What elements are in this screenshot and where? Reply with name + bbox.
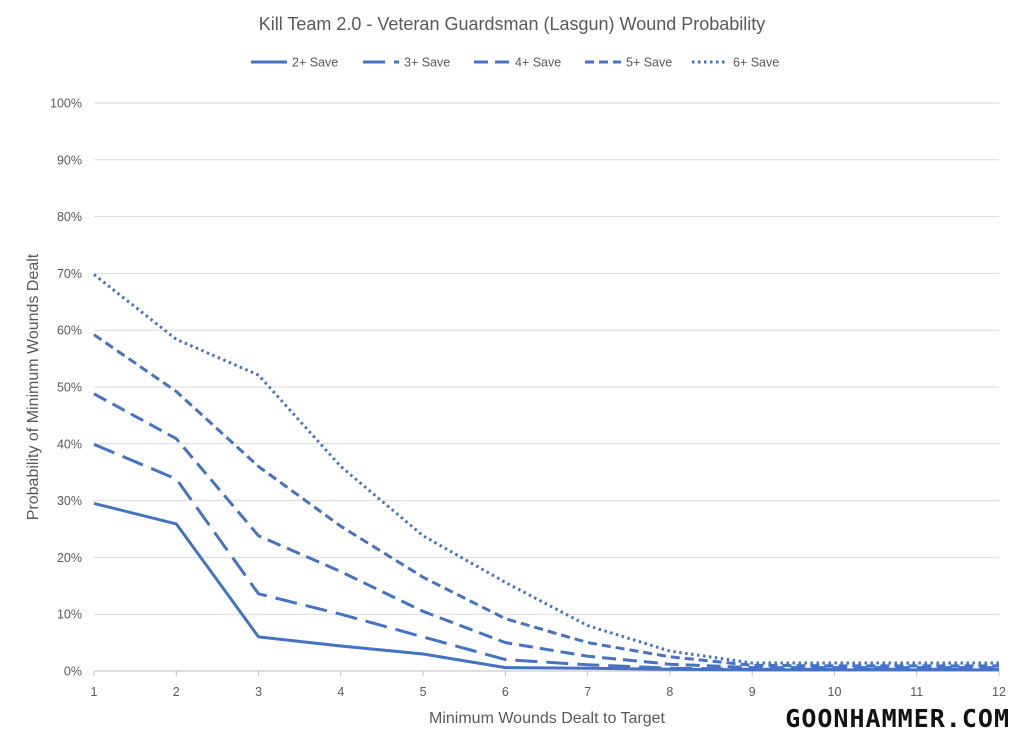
y-tick-label: 0% [64,665,82,679]
legend: 2+ Save 3+ Save 4+ Save 5+ Save 6+ Save [251,56,779,70]
series-line-4plus-save [93,392,999,670]
x-tick-label: 2 [173,685,180,699]
legend-label: 6+ Save [733,56,779,70]
y-tick-label: 100% [50,97,82,111]
x-tick-label: 5 [420,685,427,699]
y-axis-label: Probability of Minimum Wounds Dealt [25,253,42,520]
x-tick-label: 12 [992,685,1006,699]
x-tick-label: 3 [255,685,262,699]
series-line-6plus-save [93,273,999,665]
x-axis-ticks: 1 2 3 4 5 6 7 8 9 10 11 12 [91,671,1006,699]
y-tick-label: 70% [57,267,82,281]
series-line-3plus-save [93,443,999,671]
chart-title: Kill Team 2.0 - Veteran Guardsman (Lasgu… [259,14,766,34]
y-tick-label: 20% [57,551,82,565]
x-tick-label: 8 [666,685,673,699]
y-tick-label: 30% [57,494,82,508]
y-tick-label: 50% [57,381,82,395]
y-tick-label: 80% [57,210,82,224]
y-tick-label: 90% [57,153,82,167]
y-tick-label: 60% [57,324,82,338]
y-tick-label: 10% [57,608,82,622]
gridlines [94,102,999,672]
x-tick-label: 1 [91,685,98,699]
y-axis-ticks: 0% 10% 20% 30% 40% 50% 60% 70% 80% 90% 100% [50,97,82,679]
series-line-2plus-save [93,501,999,672]
legend-label: 2+ Save [292,56,338,70]
series-lines [93,273,999,672]
brand-watermark: GOONHAMMER.COM [785,704,1010,733]
x-tick-label: 6 [502,685,509,699]
legend-label: 4+ Save [515,56,561,70]
legend-label: 3+ Save [404,56,450,70]
x-tick-label: 4 [337,685,344,699]
y-tick-label: 40% [57,437,82,451]
x-tick-label: 7 [584,685,591,699]
x-tick-label: 11 [910,685,923,699]
x-tick-label: 9 [749,685,756,699]
legend-label: 5+ Save [626,56,672,70]
x-tick-label: 10 [828,685,842,699]
x-axis-label: Minimum Wounds Dealt to Target [429,710,666,727]
